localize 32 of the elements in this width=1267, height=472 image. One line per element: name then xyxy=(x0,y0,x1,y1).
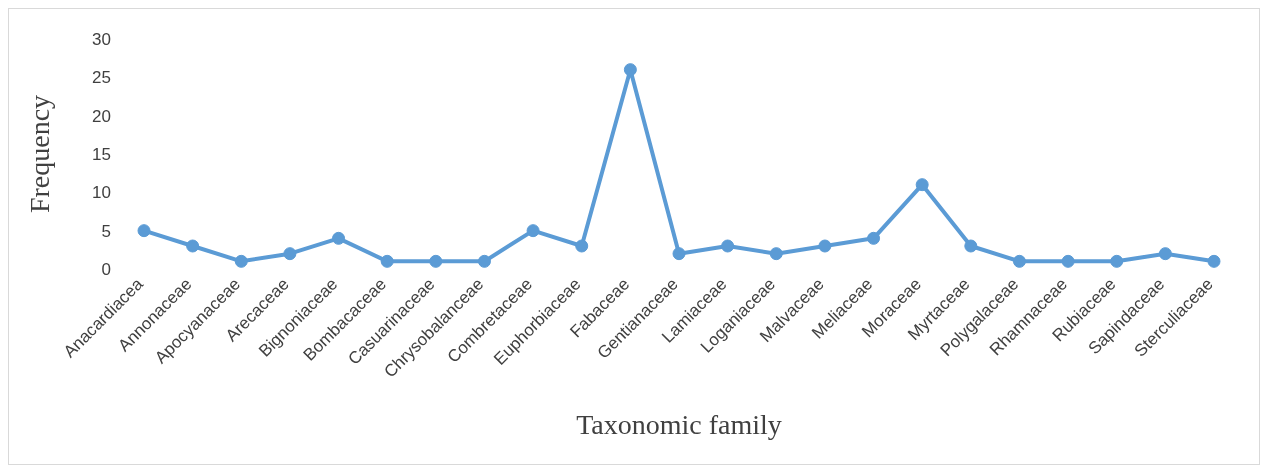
point xyxy=(964,239,978,253)
point xyxy=(234,254,248,268)
point xyxy=(769,247,783,261)
point xyxy=(575,239,589,253)
point xyxy=(332,231,346,245)
y-axis-title: Frequency xyxy=(23,94,55,214)
y-tick-label: 0 xyxy=(101,260,111,280)
y-tick-label: 25 xyxy=(92,68,111,88)
point xyxy=(915,178,929,192)
point xyxy=(526,224,540,238)
point xyxy=(429,254,443,268)
point xyxy=(818,239,832,253)
y-tick-label: 15 xyxy=(92,145,111,165)
point xyxy=(672,247,686,261)
y-tick-label: 5 xyxy=(101,221,111,241)
x-axis-title: Taxonomic family xyxy=(576,409,782,440)
point xyxy=(721,239,735,253)
point xyxy=(186,239,200,253)
point xyxy=(867,231,881,245)
y-tick-label: 10 xyxy=(92,183,111,203)
point xyxy=(137,224,151,238)
point xyxy=(1061,254,1075,268)
point xyxy=(1110,254,1124,268)
point xyxy=(1012,254,1026,268)
point xyxy=(623,63,637,77)
point xyxy=(283,247,297,261)
point xyxy=(1207,254,1221,268)
y-tick-label: 20 xyxy=(92,106,111,126)
point xyxy=(477,254,491,268)
point xyxy=(1158,247,1172,261)
point xyxy=(380,254,394,268)
y-tick-label: 30 xyxy=(92,30,111,50)
